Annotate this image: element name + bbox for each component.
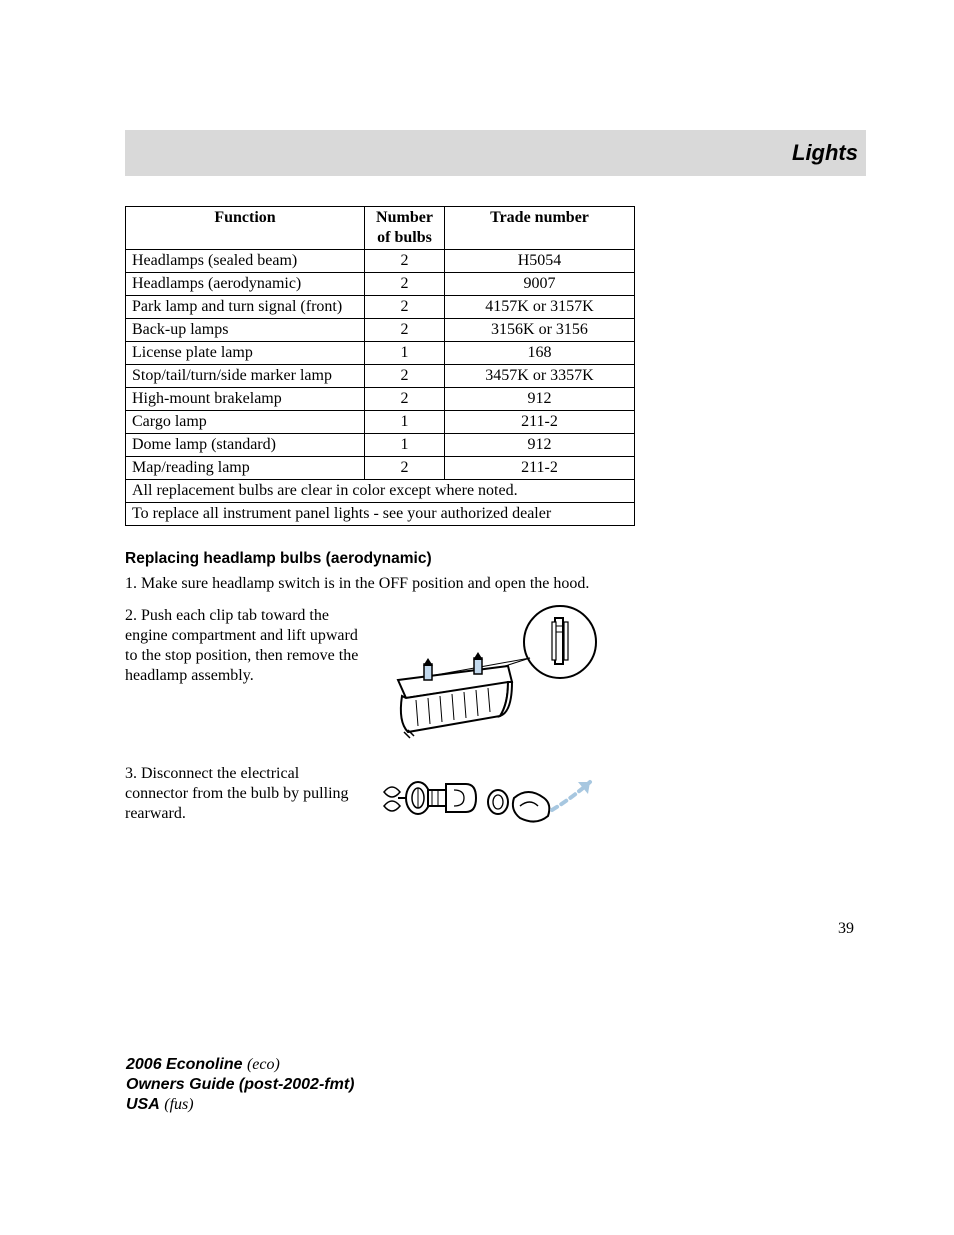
step-2-text: 2. Push each clip tab toward the engine … (125, 606, 360, 686)
cell-number: 2 (365, 365, 445, 388)
cell-function: Map/reading lamp (126, 457, 365, 480)
table-row: Back-up lamps23156K or 3156 (126, 319, 635, 342)
cell-function: License plate lamp (126, 342, 365, 365)
footer-line-2: Owners Guide (post-2002-fmt) (126, 1075, 354, 1095)
footer-block: 2006 Econoline (eco) Owners Guide (post-… (126, 1055, 354, 1115)
cell-number: 2 (365, 296, 445, 319)
cell-trade: 211-2 (445, 457, 635, 480)
table-header-function: Function (126, 207, 365, 250)
table-note-row: All replacement bulbs are clear in color… (126, 480, 635, 503)
footer-guide: Owners Guide (post-2002-fmt) (126, 1076, 354, 1093)
section-title: Lights (792, 140, 858, 166)
table-row: Headlamps (sealed beam)2H5054 (126, 250, 635, 273)
table-row: Dome lamp (standard)1912 (126, 434, 635, 457)
step-3-text: 3. Disconnect the electrical connector f… (125, 764, 360, 824)
cell-trade: 912 (445, 434, 635, 457)
footer-line-1: 2006 Econoline (eco) (126, 1055, 354, 1075)
step-1-text: 1. Make sure headlamp switch is in the O… (125, 574, 866, 594)
cell-number: 2 (365, 388, 445, 411)
table-header-number: Number of bulbs (365, 207, 445, 250)
table-body: Headlamps (sealed beam)2H5054Headlamps (… (126, 250, 635, 526)
step-2-row: 2. Push each clip tab toward the engine … (125, 604, 866, 744)
cell-function: Dome lamp (standard) (126, 434, 365, 457)
table-row: Stop/tail/turn/side marker lamp23457K or… (126, 365, 635, 388)
footer-region: USA (126, 1096, 160, 1113)
cell-trade: H5054 (445, 250, 635, 273)
table-note-cell: To replace all instrument panel lights -… (126, 503, 635, 526)
cell-function: Cargo lamp (126, 411, 365, 434)
section-header-band: Lights (125, 130, 866, 176)
cell-trade: 168 (445, 342, 635, 365)
step-3-illustration (380, 762, 610, 842)
table-note-row: To replace all instrument panel lights -… (126, 503, 635, 526)
cell-function: High-mount brakelamp (126, 388, 365, 411)
bulb-spec-table: Function Number of bulbs Trade number He… (125, 206, 635, 526)
table-row: Cargo lamp1211-2 (126, 411, 635, 434)
footer-model: 2006 Econoline (126, 1056, 243, 1073)
cell-function: Headlamps (aerodynamic) (126, 273, 365, 296)
cell-number: 2 (365, 319, 445, 342)
cell-trade: 211-2 (445, 411, 635, 434)
cell-function: Back-up lamps (126, 319, 365, 342)
bulb-connector-icon (380, 762, 610, 842)
footer-model-code: (eco) (247, 1056, 280, 1073)
cell-trade: 9007 (445, 273, 635, 296)
cell-trade: 4157K or 3157K (445, 296, 635, 319)
table-row: Headlamps (aerodynamic)29007 (126, 273, 635, 296)
cell-function: Headlamps (sealed beam) (126, 250, 365, 273)
cell-trade: 3156K or 3156 (445, 319, 635, 342)
cell-function: Stop/tail/turn/side marker lamp (126, 365, 365, 388)
footer-line-3: USA (fus) (126, 1095, 354, 1115)
cell-number: 2 (365, 457, 445, 480)
page-container: Lights Function Number of bulbs Trade nu… (0, 0, 954, 1235)
step-3-row: 3. Disconnect the electrical connector f… (125, 762, 866, 842)
page-number: 39 (838, 920, 854, 938)
cell-number: 1 (365, 342, 445, 365)
step-2-illustration (380, 604, 610, 744)
table-row: License plate lamp1168 (126, 342, 635, 365)
cell-function: Park lamp and turn signal (front) (126, 296, 365, 319)
footer-region-code: (fus) (164, 1096, 193, 1113)
table-row: Map/reading lamp2211-2 (126, 457, 635, 480)
cell-trade: 912 (445, 388, 635, 411)
table-header-trade: Trade number (445, 207, 635, 250)
headlamp-assembly-icon (380, 604, 610, 744)
table-row: Park lamp and turn signal (front)24157K … (126, 296, 635, 319)
cell-number: 2 (365, 273, 445, 296)
cell-number: 2 (365, 250, 445, 273)
cell-trade: 3457K or 3357K (445, 365, 635, 388)
table-row: High-mount brakelamp2912 (126, 388, 635, 411)
cell-number: 1 (365, 411, 445, 434)
table-note-cell: All replacement bulbs are clear in color… (126, 480, 635, 503)
subsection-heading: Replacing headlamp bulbs (aerodynamic) (125, 550, 866, 568)
cell-number: 1 (365, 434, 445, 457)
